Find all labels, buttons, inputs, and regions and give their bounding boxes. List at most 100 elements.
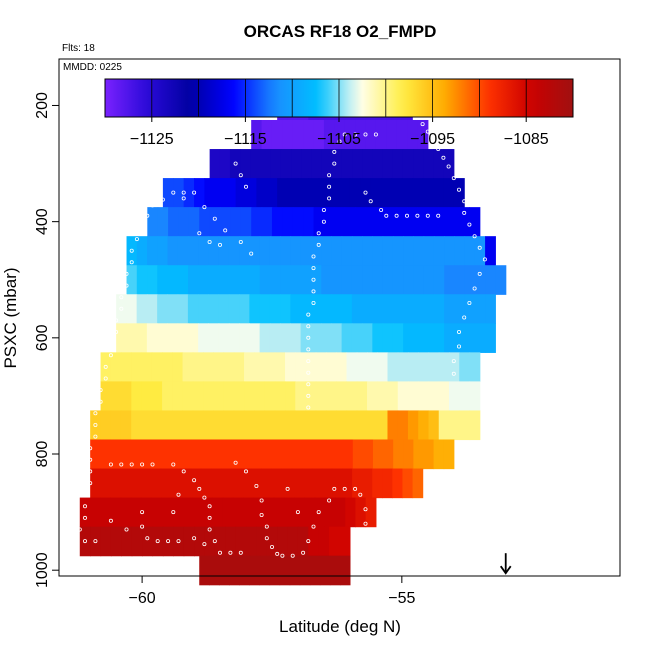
heatmap-cell [100,410,112,441]
heatmap-cell [271,207,283,237]
heatmap-cell [150,468,162,499]
heatmap-cell [209,207,221,237]
heatmap-cell [199,207,211,237]
heatmap-cell [397,381,409,412]
heatmap-cell [401,178,413,208]
heatmap-cell [219,555,230,586]
heatmap-cell [254,352,266,382]
track-point [306,405,311,410]
track-point [425,213,430,218]
heatmap-cell [239,236,251,266]
heatmap-cell [323,207,335,237]
heatmap-cell [362,236,373,266]
heatmap-cell [131,381,143,412]
heatmap-cell [218,265,230,295]
track-point [342,132,347,137]
heatmap-cell [239,555,251,586]
heatmap-cell [214,178,226,208]
track-point [430,138,435,143]
heatmap-cell [79,526,91,557]
heatmap-cell [454,265,466,295]
heatmap-cell [203,352,214,382]
heatmap-cell [485,294,496,324]
heatmap-cell [438,410,450,441]
track-point [316,510,321,515]
heatmap-cell [362,439,374,470]
heatmap-cell [219,149,231,179]
heatmap-cell [162,178,174,208]
heatmap-cell [344,119,356,150]
track-point [108,353,113,358]
heatmap-cell [403,265,415,295]
heatmap-cell [310,236,322,266]
track-point [306,393,311,398]
heatmap-cell [264,352,276,382]
track-point [171,190,176,195]
heatmap-cell [192,352,204,382]
heatmap-cell [221,439,233,470]
track-point [192,190,197,195]
heatmap-cell [375,119,387,150]
heatmap-cell [407,207,419,237]
track-point [83,492,88,497]
heatmap-cell [372,468,383,499]
track-point [88,481,93,486]
heatmap-cell [448,207,460,237]
heatmap-cell [222,497,234,528]
heatmap-cell [235,178,247,208]
track-point [358,547,363,552]
track-point [327,184,332,189]
heatmap-cell [299,555,311,586]
heatmap-cell [110,381,122,412]
heatmap-cell [397,410,409,441]
heatmap-cell [100,526,112,557]
heatmap-cell [458,207,470,237]
heatmap-cell [423,236,435,266]
heatmap-cell [336,410,348,441]
heatmap-cell [413,236,425,266]
heatmap-cell [198,265,210,295]
heatmap-cell [142,526,154,557]
heatmap-cell [383,439,394,470]
heatmap-cell [208,265,220,295]
heatmap-cell [423,439,435,470]
heatmap-cell [291,468,303,499]
heatmap-cell [285,381,296,412]
heatmap-cell [351,294,363,324]
track-point [181,196,186,201]
heatmap-cell [243,497,254,528]
heatmap-cell [140,468,152,499]
heatmap-cell [271,439,283,470]
heatmap-cell [303,119,315,150]
heatmap-cell [209,149,221,179]
heatmap-cell [321,265,333,295]
heatmap-cell [282,439,293,470]
heatmap-cell [297,178,309,208]
heatmap-cell [228,294,240,324]
heatmap-cell [243,410,255,441]
track-point [462,315,467,320]
heatmap-cell [240,207,252,237]
heatmap-cell [346,381,358,412]
heatmap-cell [331,265,343,295]
y-axis-label: PSXC (mbar) [1,267,20,368]
heatmap-cell [391,178,403,208]
heatmap-cell [392,236,404,266]
track-point [269,545,274,550]
heatmap-cell [116,294,127,324]
track-point [233,161,238,166]
heatmap-cell [213,352,225,382]
heatmap-cell [387,381,399,412]
heatmap-cell [433,439,445,470]
track-point [306,382,311,387]
track-point [384,213,389,218]
heatmap-cell [315,352,327,382]
heatmap-cell [433,294,445,324]
heatmap-cell [269,323,281,353]
heatmap-cell [280,265,292,295]
heatmap-cell [233,410,245,441]
heatmap-cell [382,149,394,179]
heatmap-cell [110,526,122,557]
track-point [145,536,150,541]
heatmap-cell [290,323,302,353]
